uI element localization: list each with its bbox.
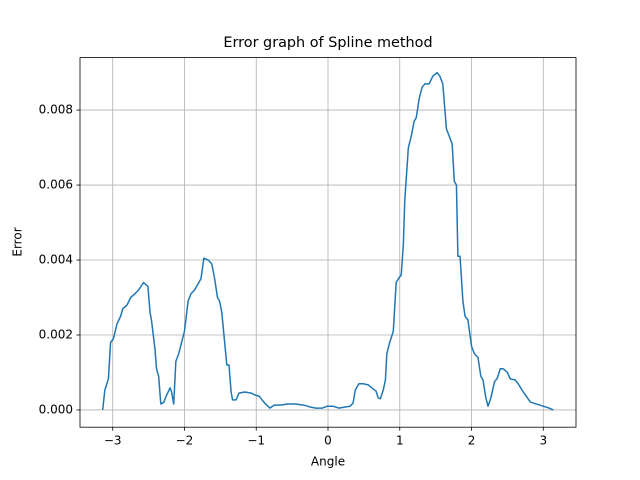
x-axis-label: Angle — [311, 455, 345, 469]
y-axis-label: Error — [11, 227, 25, 256]
y-tick-label: 0.008 — [39, 103, 73, 117]
data-line — [101, 71, 554, 411]
x-tick-label: −2 — [176, 434, 194, 448]
x-tick-label: 1 — [396, 434, 404, 448]
y-tick-label: 0.006 — [39, 178, 73, 192]
x-tick-label: −1 — [247, 434, 265, 448]
plot-frame — [79, 57, 577, 428]
x-tick-label: 3 — [539, 434, 547, 448]
chart-title: Error graph of Spline method — [223, 35, 432, 51]
y-tick-label: 0.000 — [39, 402, 73, 416]
y-tick-label: 0.002 — [39, 327, 73, 341]
x-tick-label: −3 — [104, 434, 122, 448]
x-tick-label: 0 — [324, 434, 332, 448]
y-tick-label: 0.004 — [39, 253, 73, 267]
x-tick-label: 2 — [468, 434, 476, 448]
